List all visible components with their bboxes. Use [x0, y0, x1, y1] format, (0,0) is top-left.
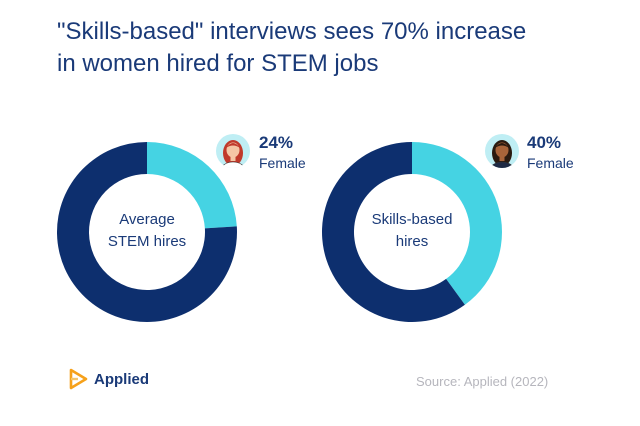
donut-slice-other — [322, 142, 465, 323]
callout-percentage-average: 24% — [259, 133, 294, 152]
source-note: Source: Applied (2022) — [416, 374, 549, 389]
donut-slice-female — [412, 142, 503, 305]
woman-dark-hair-avatar-icon — [485, 134, 519, 168]
applied-logo: Applied — [68, 368, 149, 390]
chart-title-line-1: "Skills-based" interviews sees 70% incre… — [57, 18, 527, 45]
center-label-line-1: Skills-based — [371, 211, 453, 228]
center-label-line-2: hires — [395, 233, 429, 250]
callout-percentage-skills: 40% — [527, 133, 562, 152]
chart-title-line-2: in women hired for STEM jobs — [57, 50, 379, 77]
center-label-line-2: STEM hires — [107, 233, 187, 250]
chart-title: "Skills-based" interviews sees 70% incre… — [57, 16, 617, 80]
callout-label-average: Female — [259, 155, 306, 171]
applied-play-logo-icon — [69, 368, 88, 390]
donut-slice-female — [147, 142, 237, 229]
center-label-line-1: Average — [119, 211, 175, 228]
callout-label-skills: Female — [527, 155, 574, 171]
woman-red-hair-avatar-icon — [216, 134, 250, 168]
applied-logo-text: Applied — [94, 370, 149, 388]
donut-center-label-average: Average STEM hires — [87, 209, 207, 253]
donut-center-label-skills: Skills-based hires — [352, 209, 472, 253]
donut-slice-other — [57, 142, 237, 322]
